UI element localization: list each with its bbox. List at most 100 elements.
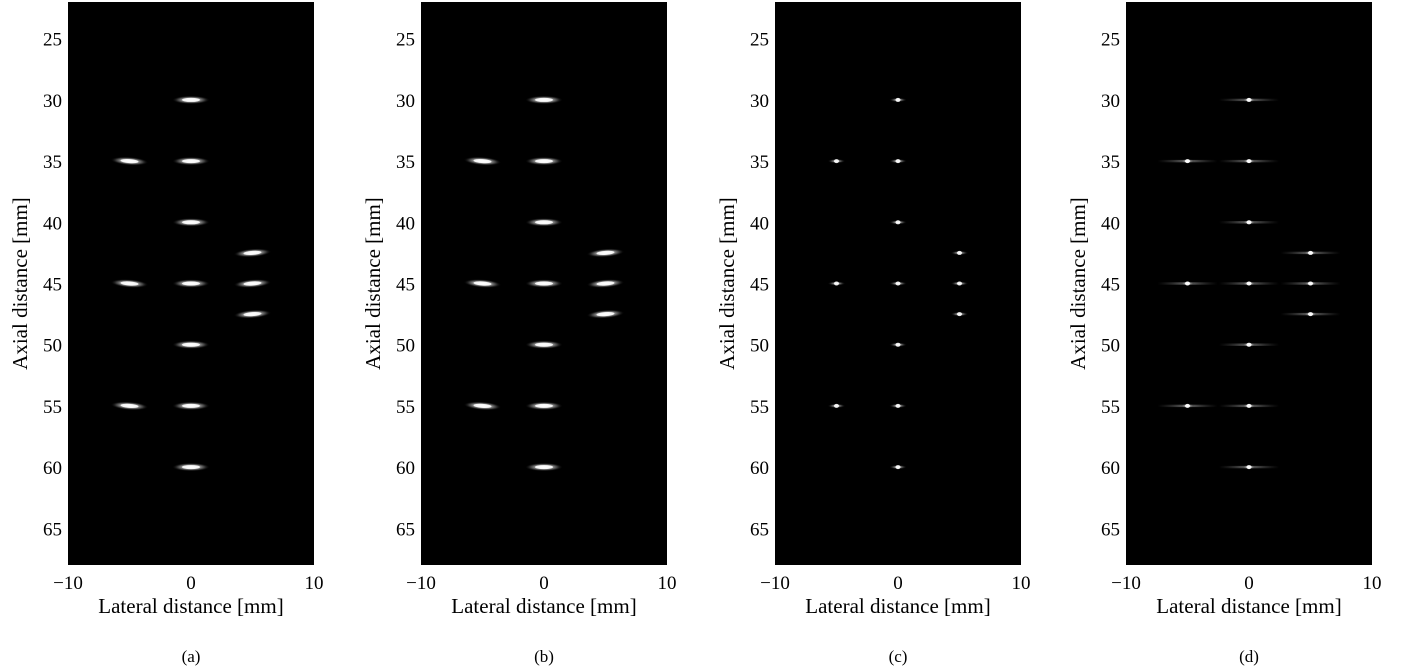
y-axis-label: Axial distance [mm] <box>1066 197 1090 370</box>
y-tick-label: 45 <box>43 275 62 296</box>
x-tick-label: 0 <box>186 573 196 594</box>
y-axis-label: Axial distance [mm] <box>8 197 32 370</box>
y-axis-label: Axial distance [mm] <box>715 197 739 370</box>
chart-panel-4: 25 30 35 40 45 50 55 60 65 −10 0 10 Lateral distance… <box>1066 2 1382 666</box>
y-tick-label: 25 <box>750 30 769 51</box>
point-target <box>950 311 969 317</box>
point-target <box>525 340 563 349</box>
y-tick-label: 30 <box>396 91 415 112</box>
point-target <box>172 218 210 227</box>
y-tick-label: 25 <box>1101 30 1120 51</box>
point-target <box>110 279 149 288</box>
point-target <box>950 281 969 286</box>
point-target <box>172 156 210 166</box>
point-target <box>110 401 149 411</box>
chart-panel-2: 25 30 35 40 45 50 55 60 65 −10 0 10 Lateral distance… <box>361 2 677 666</box>
point-target <box>1157 403 1218 409</box>
x-axis-label: Lateral distance [mm] <box>805 594 990 618</box>
y-tick-label: 60 <box>396 458 415 479</box>
point-target <box>889 220 907 225</box>
point-target <box>827 158 846 164</box>
x-tick-label: 0 <box>539 573 549 594</box>
point-target <box>889 97 907 103</box>
x-tick-label: −10 <box>1111 573 1141 594</box>
y-tick-label: 65 <box>396 519 415 540</box>
y-tick-label: 40 <box>750 213 769 234</box>
point-target <box>1280 281 1341 286</box>
y-tick-label: 45 <box>750 275 769 296</box>
chart-panel-3: 25 30 35 40 45 50 55 60 65 −10 0 10 Lateral distance… <box>715 2 1031 666</box>
point-target <box>1219 342 1279 347</box>
y-tick-label: 60 <box>1101 458 1120 479</box>
y-tick-label: 40 <box>43 213 62 234</box>
panel-caption: (b) <box>534 647 554 666</box>
x-tick-label: −10 <box>760 573 790 594</box>
point-target <box>827 403 846 409</box>
x-tick-label: 0 <box>1244 573 1254 594</box>
point-target <box>827 281 846 286</box>
y-tick-label: 30 <box>43 91 62 112</box>
y-tick-label: 40 <box>1101 213 1120 234</box>
x-tick-label: 10 <box>1012 573 1031 594</box>
y-tick-label: 50 <box>1101 336 1120 357</box>
x-tick-label: 0 <box>893 573 903 594</box>
y-axis-label: Axial distance [mm] <box>361 197 385 370</box>
panel-caption: (a) <box>182 647 201 666</box>
point-target <box>172 279 210 288</box>
point-target <box>1219 281 1279 286</box>
point-target <box>233 279 272 288</box>
point-target <box>1219 97 1279 103</box>
point-target <box>1157 158 1218 164</box>
point-target <box>463 401 502 411</box>
point-target <box>1219 158 1279 164</box>
x-tick-label: 10 <box>1363 573 1382 594</box>
x-tick-label: 10 <box>658 573 677 594</box>
x-axis-label: Lateral distance [mm] <box>451 594 636 618</box>
y-tick-label: 30 <box>750 91 769 112</box>
y-tick-label: 35 <box>750 152 769 173</box>
panel-caption: (d) <box>1239 647 1259 666</box>
point-target <box>525 156 563 166</box>
point-target <box>1219 464 1279 470</box>
point-target <box>889 464 907 470</box>
y-tick-label: 50 <box>396 336 415 357</box>
point-target <box>233 248 272 258</box>
y-tick-label: 50 <box>43 336 62 357</box>
point-target <box>889 281 907 286</box>
point-target <box>889 403 907 409</box>
panel-caption: (c) <box>889 647 908 666</box>
point-target <box>586 248 625 258</box>
point-target <box>1280 250 1341 256</box>
point-target <box>172 401 210 411</box>
point-target <box>889 158 907 164</box>
point-target <box>525 95 563 105</box>
y-tick-label: 60 <box>43 458 62 479</box>
y-tick-label: 55 <box>43 397 62 418</box>
chart-panel-1: 25 30 35 40 45 50 55 60 65 −10 0 10 Lateral distance… <box>8 2 324 666</box>
y-tick-label: 45 <box>1101 275 1120 296</box>
point-target <box>1280 311 1341 317</box>
y-tick-label: 60 <box>750 458 769 479</box>
x-tick-label: 10 <box>305 573 324 594</box>
point-target <box>525 218 563 227</box>
x-axis-label: Lateral distance [mm] <box>1156 594 1341 618</box>
point-target <box>172 340 210 349</box>
point-target <box>1219 403 1279 409</box>
point-target <box>233 309 272 319</box>
y-tick-label: 45 <box>396 275 415 296</box>
y-tick-label: 50 <box>750 336 769 357</box>
point-target <box>1219 220 1279 225</box>
y-tick-label: 35 <box>396 152 415 173</box>
y-tick-label: 55 <box>1101 397 1120 418</box>
y-tick-label: 40 <box>396 213 415 234</box>
y-tick-label: 35 <box>43 152 62 173</box>
y-tick-label: 55 <box>750 397 769 418</box>
y-tick-label: 25 <box>396 30 415 51</box>
y-tick-label: 65 <box>1101 519 1120 540</box>
point-target <box>525 462 563 472</box>
y-tick-label: 25 <box>43 30 62 51</box>
y-tick-label: 30 <box>1101 91 1120 112</box>
x-tick-label: −10 <box>53 573 83 594</box>
point-target <box>525 279 563 288</box>
point-target <box>586 279 625 288</box>
